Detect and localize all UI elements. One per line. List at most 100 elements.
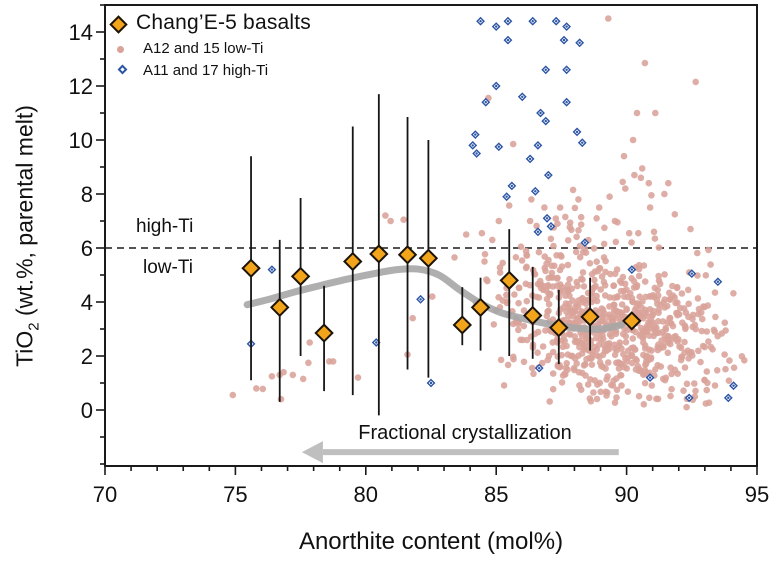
lowti-point (610, 294, 618, 302)
lowti-point (612, 238, 620, 246)
pink-dot-icon (117, 46, 124, 53)
lowti-point (621, 280, 629, 288)
lowti-point (668, 385, 675, 393)
y-title-main: TiO (11, 330, 38, 367)
lowti-point (575, 352, 582, 360)
highti-point (517, 92, 527, 102)
highti-point (491, 81, 501, 91)
highti-point (687, 269, 697, 279)
lowti-point (628, 239, 635, 246)
lowti-point (544, 356, 551, 364)
highti-point (542, 213, 552, 223)
lowti-point (623, 286, 630, 294)
lowti-point (592, 282, 599, 290)
lowti-point (552, 215, 560, 222)
lowti-point (547, 290, 554, 298)
lowti-point (575, 196, 582, 203)
lowti-point (602, 365, 609, 372)
highti-point (481, 97, 491, 107)
lowti-point (635, 392, 643, 400)
lowti-point (613, 359, 620, 367)
lowti-point (595, 204, 603, 211)
y-tick-label: 14 (69, 20, 93, 45)
lowti-point (481, 250, 489, 258)
lowti-point (640, 401, 648, 408)
lowti-point (564, 261, 572, 269)
lowti-point (617, 372, 625, 379)
lowti-point (685, 355, 692, 362)
lowti-point (541, 204, 548, 211)
lowti-point (646, 306, 654, 313)
lowti-point (629, 335, 637, 342)
highti-point (723, 393, 733, 403)
lowti-point (539, 286, 547, 294)
lowti-point (509, 140, 517, 148)
lowti-point (496, 264, 504, 271)
fractional-crystallization-label: Fractional crystallization (358, 422, 572, 444)
lowti-point (542, 327, 549, 334)
lowti-point (667, 392, 674, 400)
lowti-point (558, 253, 565, 260)
x-axis-title: Anorthite content (mol%) (298, 528, 564, 555)
highti-point (468, 141, 478, 150)
lowti-point (572, 303, 579, 311)
lowti-point (637, 174, 645, 182)
lowti-point (635, 272, 643, 280)
lowti-point (650, 228, 658, 236)
lowti-point (582, 249, 590, 256)
lowti-point (545, 274, 552, 282)
highti-point (645, 373, 655, 382)
lowti-point (623, 305, 630, 313)
lowti-point (707, 261, 714, 268)
lowti-point (520, 358, 528, 366)
lowti-point (681, 364, 689, 371)
y-axis-title: TiO2 (wt.%, parental melt) (12, 105, 43, 367)
lowti-point (694, 295, 702, 302)
lowti-point (590, 389, 597, 396)
lowti-point (528, 196, 535, 203)
lowti-point (545, 300, 553, 308)
lowti-point (655, 244, 663, 251)
lowti-point (571, 338, 579, 346)
lowti-point (600, 240, 608, 248)
ce5-point (452, 315, 473, 335)
lowti-point (622, 355, 629, 362)
lowti-point (577, 213, 585, 221)
lowti-point (684, 286, 692, 294)
lowti-point (688, 348, 695, 356)
lowti-point (580, 283, 588, 290)
lowti-point (641, 59, 649, 67)
lowti-point (576, 253, 584, 261)
ce5-point (499, 270, 519, 291)
ce5-point (580, 307, 600, 327)
lowti-point (481, 258, 488, 265)
highti-point (533, 227, 543, 237)
lowti-point (618, 382, 625, 389)
lowti-point (640, 339, 647, 346)
lowti-point (602, 344, 609, 352)
lowti-point (658, 328, 666, 336)
lowti-point (712, 313, 719, 321)
lowti-point (660, 299, 667, 306)
lowti-point (741, 357, 748, 364)
lowti-point (647, 293, 654, 300)
lowti-point (711, 289, 719, 296)
lowti-point (671, 366, 679, 374)
lowti-point (639, 298, 646, 305)
highti-point (541, 65, 551, 75)
lowti-point (561, 370, 568, 378)
lowti-point (697, 358, 704, 366)
lowti-point (550, 242, 557, 250)
lowti-point (597, 286, 604, 293)
axis-ticks: 70 75 80 85 90 95 0 2 4 6 8 10 12 14 (69, 4, 769, 507)
lowti-point (504, 361, 512, 369)
lowti-point (400, 216, 407, 223)
lowti-point (451, 254, 458, 261)
lowti-point (511, 291, 518, 298)
highti-point (416, 294, 425, 304)
x-tick-label: 75 (223, 482, 247, 507)
lowti-point (533, 222, 540, 230)
lowti-point (544, 308, 551, 315)
